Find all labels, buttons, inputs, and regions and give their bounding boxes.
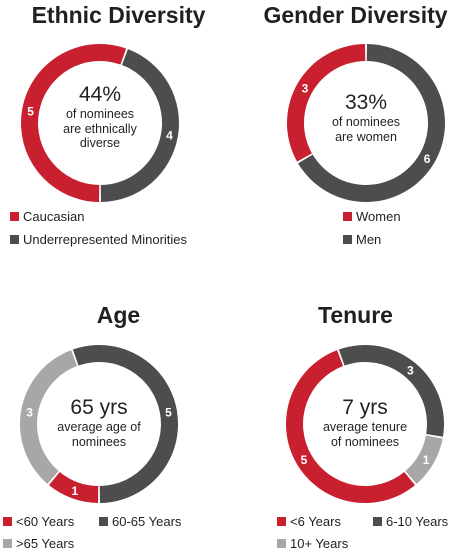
legend-label: Underrepresented Minorities [23,232,188,247]
chart-title: Age [96,302,141,328]
center-caption-1: of nominees [65,107,135,121]
center-caption-2: are women [335,129,397,144]
legend-label: 60-65 Years [112,514,182,529]
legend-swatch [277,517,286,526]
legend-item: 10+ Years [277,536,348,552]
legend-label: 10+ Years [290,536,349,551]
donut-chart: 54 [20,43,179,202]
center-caption-3: diverse [79,136,121,150]
segment-value-label: 3 [302,81,309,95]
center-caption-1: of nominees [331,115,401,129]
center-value: 44% [78,83,122,106]
chart-tenure: Tenure 5 3 1 7 yrs average tenure of nomin… [237,277,474,554]
segment-value-label: 1 [72,484,79,498]
legend-item: >65 Years [3,536,74,552]
legend-swatch [10,235,19,244]
legend-label: Women [356,209,401,224]
legend-label: <6 Years [290,514,341,529]
donut-segment [48,471,99,503]
legend-item: 60-65 Years [99,514,181,530]
donut-chart: 5 3 1 [285,345,444,504]
segment-value-label: 5 [165,405,172,419]
segment-value-label: 3 [26,405,33,419]
legend-item: Caucasian [10,209,84,225]
center-label: 65 yrs average age of nominees [39,396,159,449]
segment-value-label: 5 [27,104,34,118]
legend-label: Caucasian [23,209,85,224]
donut-chart: 1 3 5 [20,344,179,503]
donut-segment [20,43,127,202]
legend-item: <60 Years [3,514,74,530]
legend-item: 6-10 Years [373,514,448,530]
donut-segment [20,350,78,484]
chart-title: Tenure [318,302,393,328]
donut-segment [405,435,443,484]
legend-item: <6 Years [277,514,341,530]
chart-title: Ethnic Diversity [31,2,206,28]
center-value: 65 yrs [70,396,128,419]
segment-value-label: 3 [407,363,414,377]
legend-label: 6-10 Years [386,514,449,529]
donut-segment [72,344,179,503]
legend-swatch [3,539,12,548]
legend-label: >65 Years [16,536,75,551]
donut-segment [287,44,366,162]
legend-label: Men [356,232,382,247]
legend-label: <60 Years [16,514,75,529]
chart-age: Age 1 3 5 65 yrs average age of nominees <… [0,277,237,554]
center-caption-2: of nominees [330,434,400,449]
donut-segment [338,345,444,437]
segment-value-label: 5 [301,453,308,467]
legend-swatch [373,517,382,526]
center-caption-1: average tenure [322,420,408,434]
legend-swatch [343,235,352,244]
segment-value-label: 1 [423,453,430,467]
donut-segment [285,350,416,504]
donut-chart: 36 [287,44,446,203]
legend-swatch [343,212,352,221]
center-label: 7 yrs average tenure of nominees [305,396,425,449]
legend-swatch [277,539,286,548]
legend-swatch [99,517,108,526]
chart-title: Gender Diversity [263,2,448,28]
center-value: 7 yrs [342,396,388,419]
segment-value-label: 4 [166,129,173,143]
legend-item: Women [343,209,401,225]
legend-item: Men [343,232,381,248]
segment-value-label: 6 [424,152,431,166]
legend-item: Underrepresented Minorities [10,232,187,248]
center-caption-2: nominees [71,434,127,449]
donut-segment [100,49,179,202]
center-label: 33% of nominees are women [306,91,426,144]
center-value: 33% [344,91,388,114]
center-caption-1: average age of [57,420,141,434]
legend-swatch [10,212,19,221]
center-label: 44% of nominees are ethnically diverse [40,83,160,151]
center-caption-2: are ethnically [63,121,137,136]
legend-swatch [3,517,12,526]
